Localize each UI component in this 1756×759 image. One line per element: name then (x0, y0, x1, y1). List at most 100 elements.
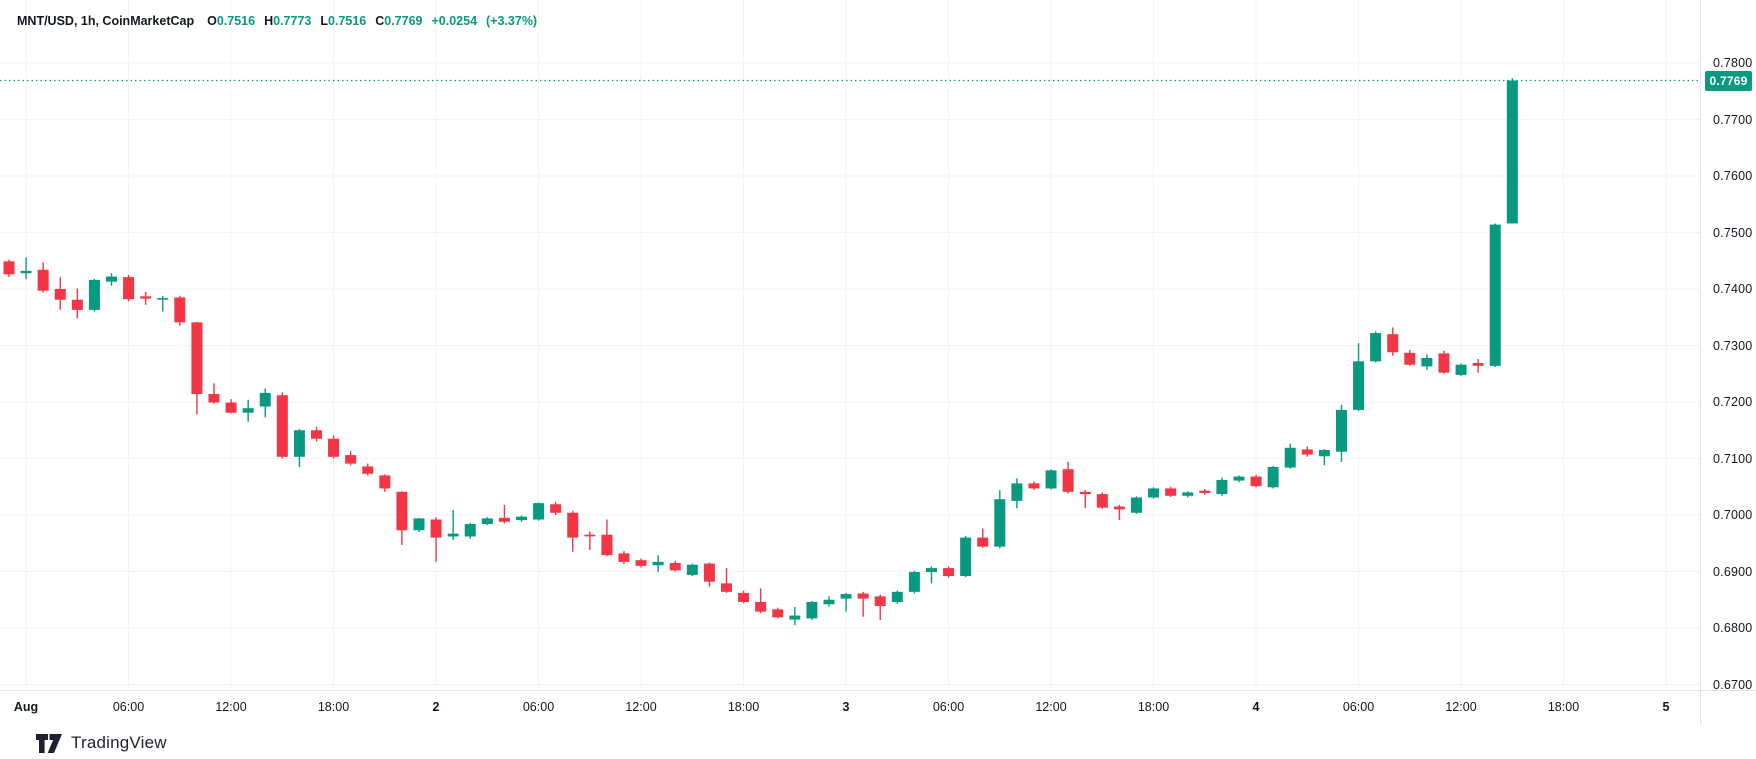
candle-body (1096, 494, 1108, 508)
candle-body (413, 518, 425, 531)
candle-body (601, 534, 613, 556)
time-tick-label: 12:00 (1445, 700, 1477, 714)
candle-body (789, 615, 801, 620)
candle-body (1028, 483, 1040, 489)
candle-body (1438, 353, 1450, 373)
candle-body (550, 504, 562, 513)
price-tick-label: 0.7000 (1713, 508, 1753, 522)
candle-body (635, 560, 647, 566)
ohlc-high: H0.7773 (264, 14, 312, 28)
candle-body (1062, 469, 1074, 492)
candle-body (498, 517, 510, 522)
candle-body (174, 297, 186, 323)
candle-body (310, 430, 322, 439)
candle-body (1301, 449, 1313, 455)
candle-body (720, 583, 732, 592)
price-tick-label: 0.7500 (1713, 225, 1753, 240)
time-tick-label: 18:00 (727, 700, 760, 714)
time-tick-label: 5 (1662, 700, 1670, 714)
candle-body (1216, 479, 1228, 495)
price-tick-label: 0.7200 (1713, 395, 1753, 409)
candle-body (1421, 357, 1433, 367)
time-tick-label: 06:00 (112, 700, 145, 714)
time-tick-label: 18:00 (1547, 700, 1580, 714)
candle-body (140, 296, 152, 299)
candle-body (686, 564, 698, 575)
time-tick-label: Aug (13, 700, 39, 714)
candle-body (584, 534, 596, 537)
time-tick-label: 06:00 (1342, 700, 1375, 714)
candle-body (225, 402, 237, 413)
symbol-legend: MNT/USD, 1h, CoinMarketCap O0.7516 H0.77… (17, 12, 537, 30)
ohlc-low: L0.7516 (320, 14, 367, 28)
price-tick-label: 0.6900 (1713, 564, 1753, 579)
candle-body (157, 298, 169, 300)
tradingview-logo-icon (36, 733, 62, 753)
candle-body (123, 277, 135, 300)
candle-body (430, 519, 442, 538)
candle-body (1353, 361, 1365, 410)
price-axis[interactable]: 0.7769 0.7800 0.7700 0.7600 0.7500 0.7400 0.7… (1700, 0, 1756, 725)
symbol-title[interactable]: MNT/USD, 1h, CoinMarketCap (17, 14, 195, 28)
candle-body (1148, 488, 1160, 498)
price-tick-label: 0.7100 (1713, 451, 1753, 466)
time-tick-label: 3 (842, 700, 850, 714)
candle-body (1335, 409, 1347, 452)
candle-body (738, 592, 750, 603)
candle-body (1489, 224, 1501, 366)
time-tick-label: 06:00 (522, 700, 555, 714)
time-tick-label: 12:00 (1035, 700, 1067, 714)
time-tick-label: 12:00 (215, 700, 247, 714)
candle-body (1404, 352, 1416, 365)
candle-body (20, 270, 32, 274)
candle-body (1387, 334, 1399, 353)
candle-body (345, 455, 357, 464)
candle-body (293, 430, 305, 457)
candle-body (994, 499, 1006, 547)
candle-body (1370, 333, 1382, 362)
candle-body (1250, 476, 1262, 487)
tradingview-logo-text: TradingView (71, 733, 167, 752)
candle-body (464, 524, 476, 537)
change-absolute: +0.0254 (431, 14, 478, 28)
candle-body (515, 516, 527, 521)
candle-body (259, 392, 271, 407)
candle-body (960, 537, 972, 577)
candle-body (71, 299, 83, 310)
price-tick-label: 0.7700 (1713, 112, 1753, 127)
candle-body (925, 568, 937, 573)
candle-body (1113, 506, 1125, 510)
candle-body (567, 512, 579, 538)
candle-body (703, 563, 715, 582)
candle-body (242, 408, 254, 413)
time-tick-label: 2 (432, 700, 440, 714)
candle-body (1011, 483, 1023, 501)
candle-body (88, 279, 100, 310)
candle-body (755, 602, 767, 612)
time-tick-label: 18:00 (1137, 700, 1170, 714)
candle-body (191, 322, 203, 395)
candle-body (772, 609, 784, 618)
candle-body (276, 395, 288, 457)
time-tick-label: 18:00 (317, 700, 350, 714)
candle-body (1130, 497, 1142, 513)
candle-body (1182, 492, 1194, 496)
candle-body (1199, 490, 1211, 493)
tradingview-logo[interactable]: TradingView (36, 731, 167, 755)
time-tick-label: 06:00 (932, 700, 965, 714)
candle-body (481, 518, 493, 525)
candle-body (669, 563, 681, 571)
time-axis[interactable]: Aug 06:00 12:00 18:00 2 06:00 12:00 18:00 3 06:00… (0, 690, 1756, 726)
candle-body (1284, 447, 1296, 468)
candle-body (1233, 476, 1245, 481)
ohlc-close: C0.7769 (375, 14, 423, 28)
candle-body (874, 596, 886, 606)
candle-body (533, 503, 545, 520)
candle-body (823, 599, 835, 605)
candle-body (1267, 466, 1279, 488)
candle-body (806, 602, 818, 619)
candle-body (3, 261, 15, 275)
candle-body (396, 491, 408, 531)
price-tick-label: 0.6700 (1713, 677, 1753, 692)
